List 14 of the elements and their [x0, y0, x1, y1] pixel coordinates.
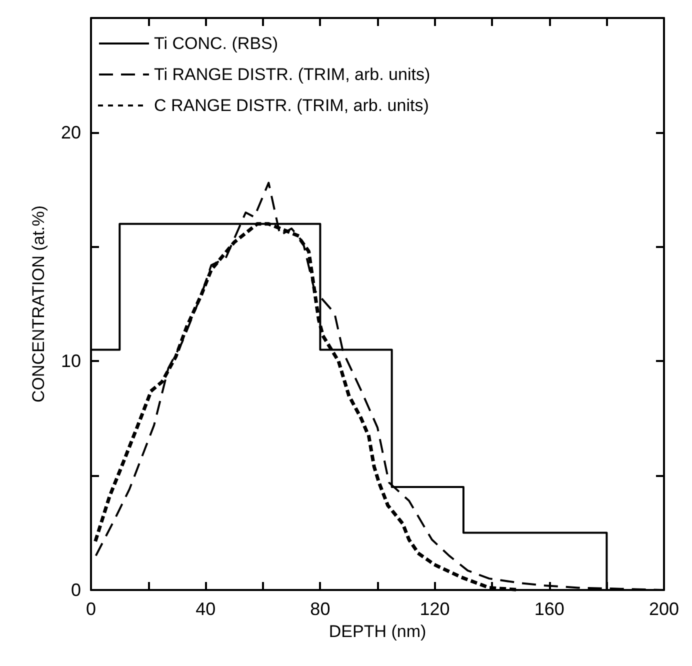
- y-axis-title: CONCENTRATION (at.%): [29, 205, 48, 403]
- x-tick-label: 160: [534, 599, 564, 619]
- y-tick-label: 0: [70, 580, 81, 600]
- y-tick-label: 10: [60, 351, 81, 372]
- x-tick-label: 0: [86, 599, 96, 619]
- x-axis-title: DEPTH (nm): [328, 622, 426, 641]
- x-tick-label: 200: [648, 599, 680, 619]
- legend-label: Ti RANGE DISTR. (TRIM, arb. units): [154, 65, 430, 84]
- x-tick-label: 80: [310, 599, 330, 619]
- x-tick-label: 120: [420, 599, 450, 619]
- legend-label: Ti CONC. (RBS): [154, 34, 278, 53]
- x-tick-label: 40: [196, 599, 216, 619]
- y-tick-label: 20: [60, 122, 81, 142]
- legend-label: C RANGE DISTR. (TRIM, arb. units): [154, 96, 429, 115]
